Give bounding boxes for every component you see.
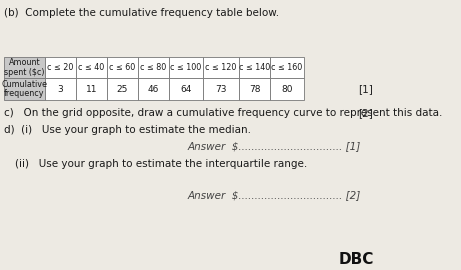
Text: Answer  $................................ [1]: Answer $................................… bbox=[188, 141, 361, 151]
Bar bbox=[76, 57, 107, 78]
Text: 3: 3 bbox=[58, 85, 63, 94]
Bar bbox=[107, 78, 138, 100]
Bar bbox=[203, 57, 239, 78]
Bar bbox=[239, 78, 270, 100]
Bar bbox=[203, 78, 239, 100]
Bar bbox=[270, 78, 304, 100]
Text: c ≤ 120: c ≤ 120 bbox=[205, 63, 237, 72]
Text: (b)  Complete the cumulative frequency table below.: (b) Complete the cumulative frequency ta… bbox=[4, 8, 279, 18]
Text: Cumulative
frequency: Cumulative frequency bbox=[1, 80, 47, 98]
Text: c ≤ 160: c ≤ 160 bbox=[272, 63, 303, 72]
Text: 46: 46 bbox=[148, 85, 159, 94]
Bar bbox=[45, 78, 76, 100]
Text: [2]: [2] bbox=[358, 108, 373, 118]
Bar bbox=[169, 57, 203, 78]
Bar bbox=[4, 78, 45, 100]
Text: c ≤ 40: c ≤ 40 bbox=[78, 63, 105, 72]
Bar bbox=[138, 57, 169, 78]
Bar bbox=[45, 57, 76, 78]
Text: d)  (i)   Use your graph to estimate the median.: d) (i) Use your graph to estimate the me… bbox=[4, 125, 251, 135]
Bar bbox=[76, 78, 107, 100]
Text: c ≤ 140: c ≤ 140 bbox=[239, 63, 270, 72]
Text: DBC: DBC bbox=[338, 252, 373, 268]
Text: 80: 80 bbox=[281, 85, 293, 94]
Text: c)   On the grid opposite, draw a cumulative frequency curve to represent this d: c) On the grid opposite, draw a cumulati… bbox=[4, 108, 443, 118]
Text: [1]: [1] bbox=[358, 84, 373, 94]
Text: 25: 25 bbox=[117, 85, 128, 94]
Text: 11: 11 bbox=[86, 85, 97, 94]
Text: 78: 78 bbox=[249, 85, 260, 94]
Text: 73: 73 bbox=[215, 85, 227, 94]
Bar bbox=[239, 57, 270, 78]
Bar bbox=[107, 57, 138, 78]
Text: c ≤ 60: c ≤ 60 bbox=[109, 63, 136, 72]
Bar bbox=[270, 57, 304, 78]
Bar bbox=[4, 57, 45, 78]
Bar bbox=[138, 78, 169, 100]
Text: (ii)   Use your graph to estimate the interquartile range.: (ii) Use your graph to estimate the inte… bbox=[15, 158, 307, 168]
Bar bbox=[169, 78, 203, 100]
Text: c ≤ 80: c ≤ 80 bbox=[140, 63, 166, 72]
Text: c ≤ 20: c ≤ 20 bbox=[47, 63, 74, 72]
Text: c ≤ 100: c ≤ 100 bbox=[171, 63, 201, 72]
Text: 64: 64 bbox=[180, 85, 192, 94]
Text: Answer  $................................ [2]: Answer $................................… bbox=[188, 190, 361, 200]
Text: Amount
spent ($c): Amount spent ($c) bbox=[4, 58, 45, 77]
